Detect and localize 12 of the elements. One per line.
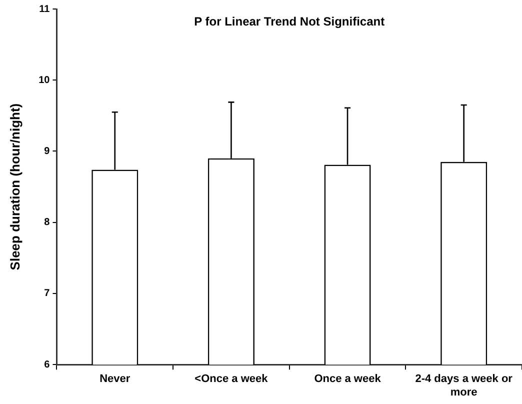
text: P for Linear Trend Not Significant <box>194 14 385 28</box>
y-axis-title: Sleep duration (hour/night) <box>7 103 22 270</box>
y-tick-label: 9 <box>44 146 50 157</box>
x-tick-label: 2-4 days a week or more <box>415 373 514 398</box>
x-tick-label: Never <box>100 373 131 386</box>
y-tick-label: 10 <box>38 74 50 86</box>
y-tick-label: 11 <box>39 4 50 15</box>
x-tick-label: <Once a week <box>194 373 269 386</box>
x-tick-label: Once a week <box>314 373 382 386</box>
y-tick-label: 8 <box>44 217 50 228</box>
y-tick-label: 6 <box>44 359 50 370</box>
y-tick-label: 7 <box>44 288 50 300</box>
